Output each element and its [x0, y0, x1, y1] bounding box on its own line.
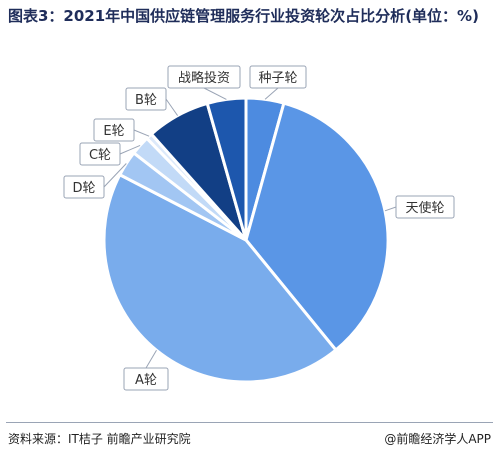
pie-slice-8 — [205, 96, 248, 242]
label-box-7 — [125, 87, 167, 111]
leader-line-1 — [264, 87, 279, 100]
leader-line-7 — [165, 98, 179, 116]
slice-label-7: B轮 — [135, 93, 157, 108]
slice-label-6: E轮 — [103, 124, 124, 139]
slice-label-4: D轮 — [72, 181, 95, 196]
source-text: 资料来源：IT桔子 前瞻产业研究院 — [8, 432, 191, 446]
credit-text: @前瞻经济学人APP — [384, 432, 491, 446]
label-box-3 — [123, 367, 169, 391]
leader-line-2 — [384, 206, 397, 212]
leader-line-5 — [119, 144, 141, 155]
slice-label-8: 战略投资 — [178, 70, 230, 86]
label-box-8 — [167, 65, 241, 89]
label-box-6 — [93, 118, 135, 142]
leader-line-8 — [203, 87, 227, 100]
label-box-2 — [395, 195, 455, 219]
pie-slices — [102, 96, 390, 384]
label-box-5 — [79, 142, 121, 166]
leader-line-6 — [133, 129, 150, 137]
chart-title: 图表3：2021年中国供应链管理服务行业投资轮次占比分析(单位：%) — [8, 7, 479, 25]
leader-line-4 — [103, 163, 127, 188]
pie-slice-2 — [244, 101, 390, 352]
leader-line-3 — [145, 350, 157, 369]
slice-label-1: 种子轮 — [258, 71, 297, 86]
footer: 资料来源：IT桔子 前瞻产业研究院 @前瞻经济学人APP — [0, 422, 499, 454]
label-box-1 — [249, 65, 307, 89]
label-box-4 — [63, 175, 105, 199]
footer-divider — [6, 422, 493, 423]
pie-slice-3 — [102, 173, 338, 384]
slice-label-5: C轮 — [89, 148, 111, 163]
slice-label-3: A轮 — [135, 373, 157, 388]
slice-label-2: 天使轮 — [405, 200, 444, 216]
